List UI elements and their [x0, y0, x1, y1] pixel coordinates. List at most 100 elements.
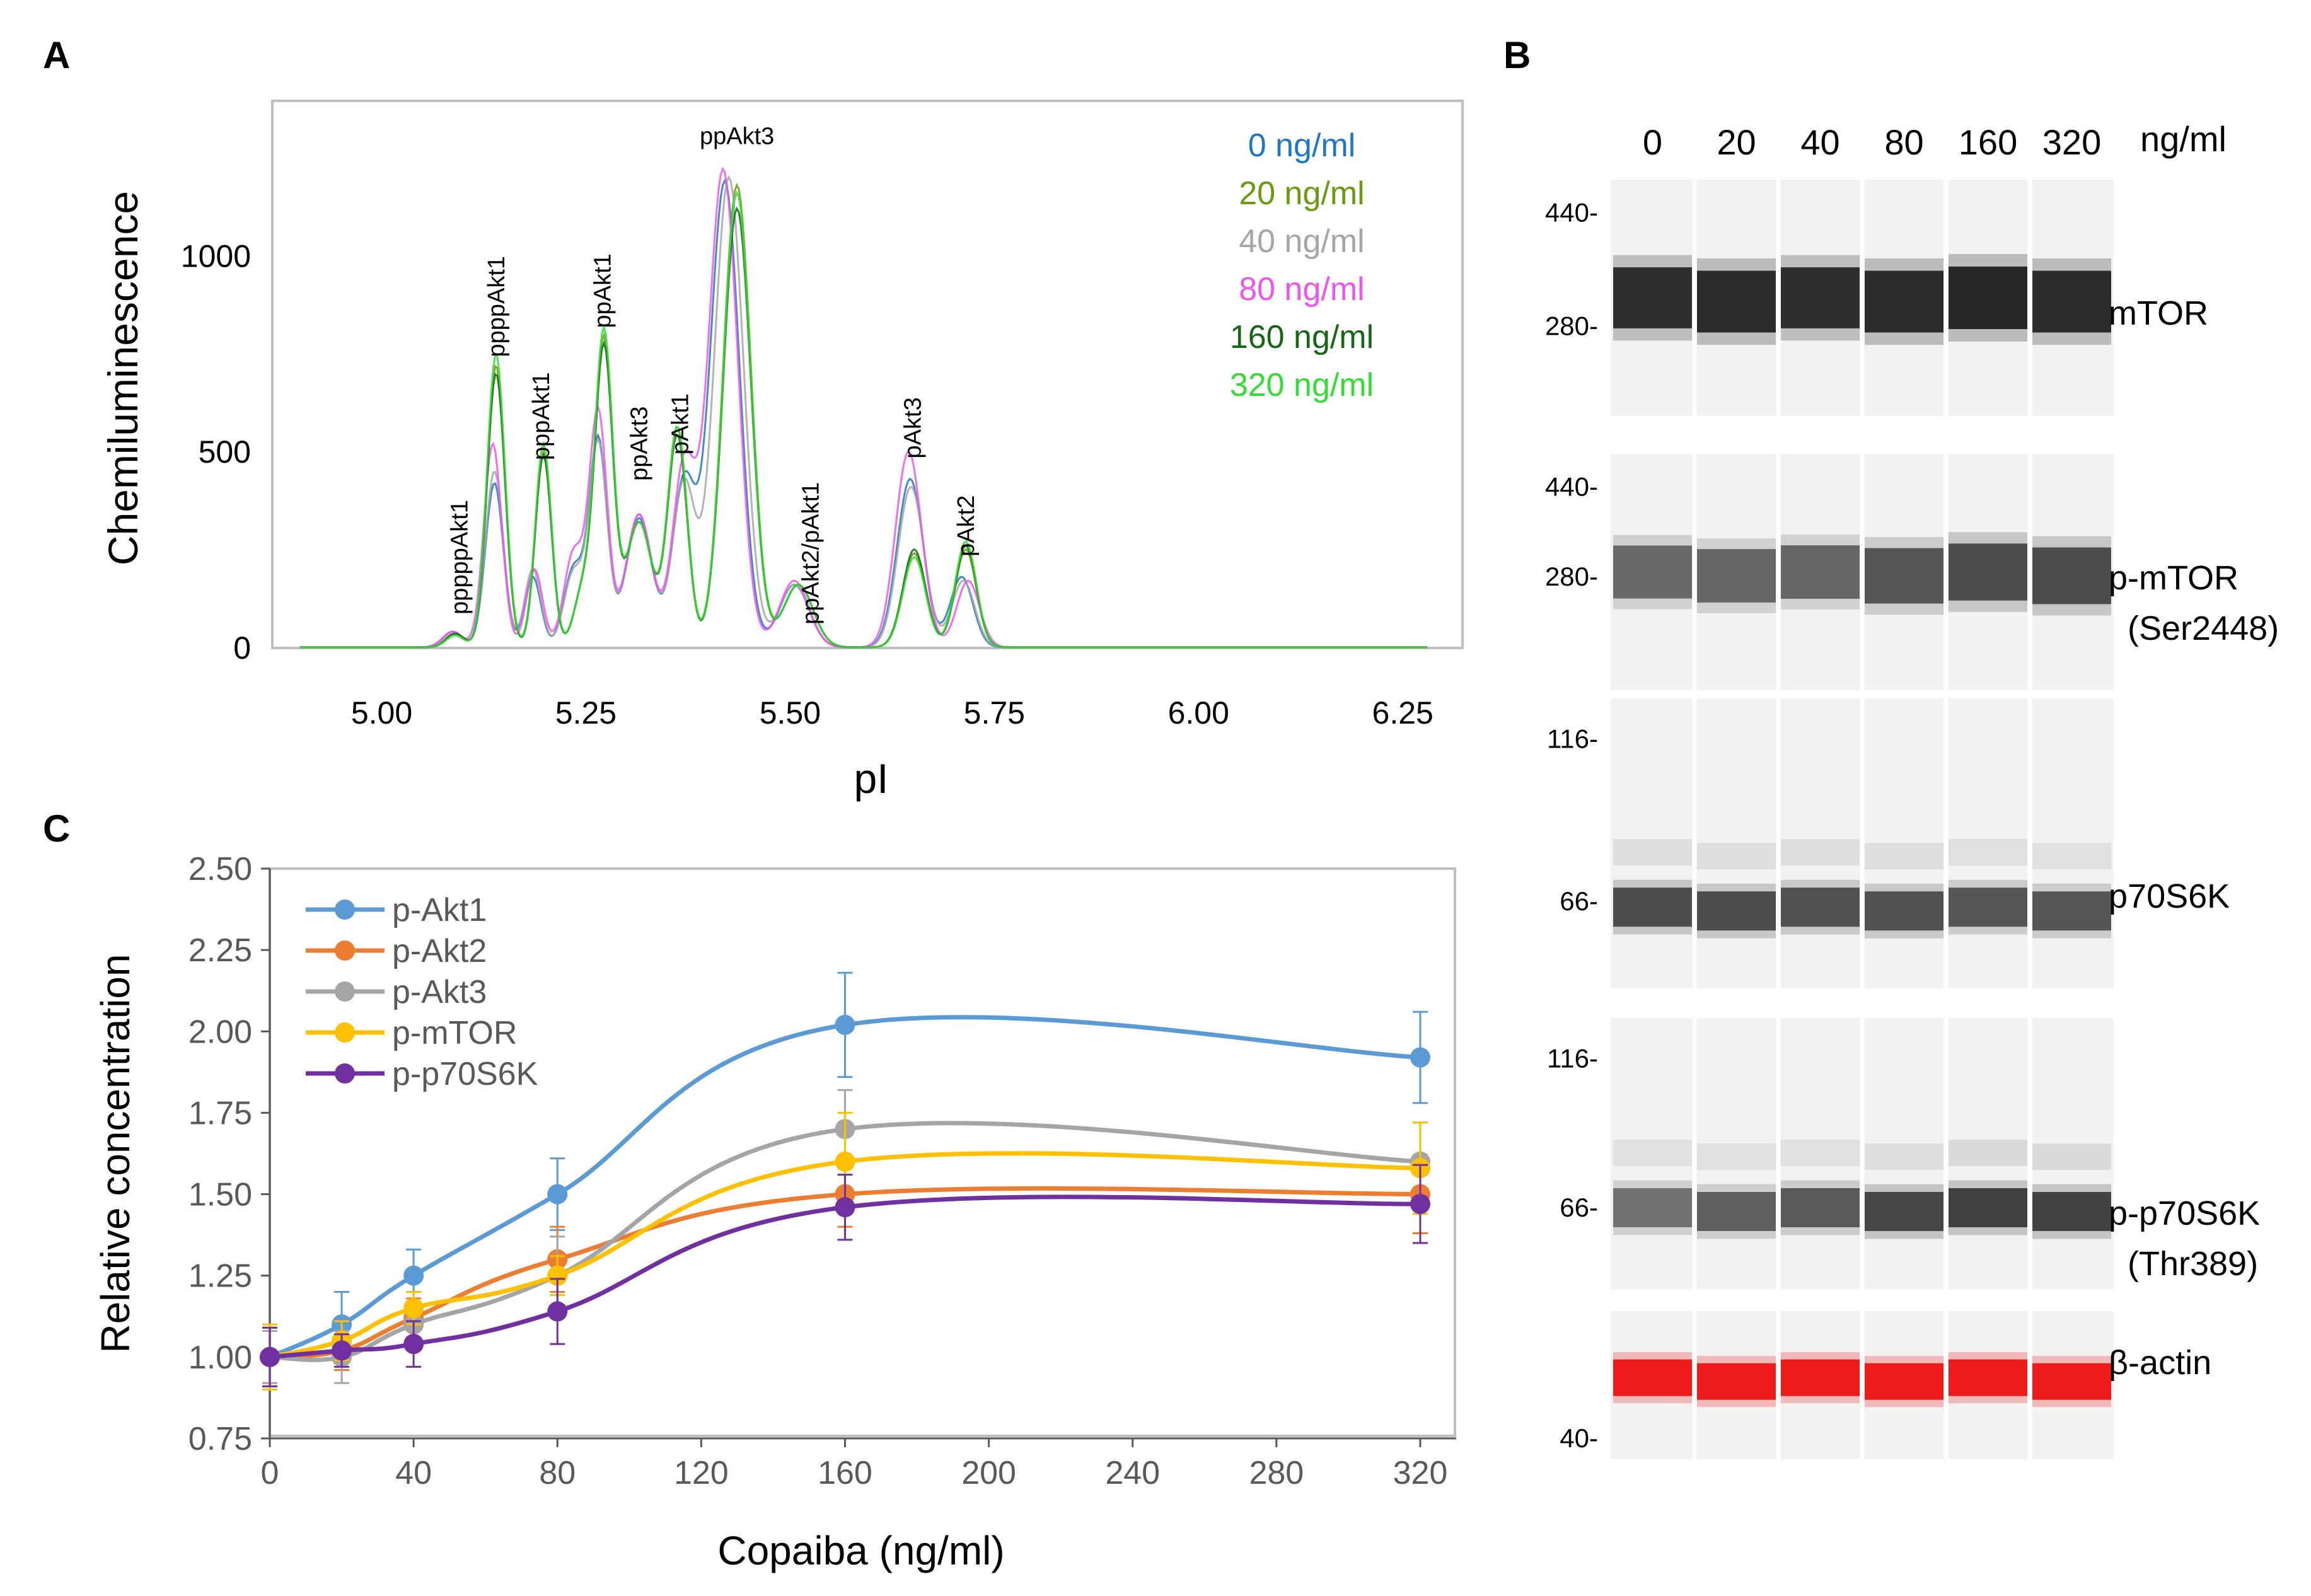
panel-a-letter: A — [43, 34, 70, 76]
panel-c-series-line — [269, 1151, 1421, 1360]
panel-b-blot-p-mTOR: 440- 280- p-mTOR (Ser2448) — [1545, 454, 2279, 690]
panel-c-xtick-label: 200 — [961, 1455, 1016, 1491]
panel-b-band-upper — [2032, 1143, 2111, 1170]
panel-b-blot-stack: 440- 280- mTOR 440- 280- p-mTOR (Ser2448) 116- 6… — [1545, 180, 2279, 1459]
panel-c-data-point — [547, 1301, 568, 1322]
panel-c-legend-label: p-Akt1 — [392, 892, 487, 928]
panel-b-mw-marker: 280- — [1545, 311, 1598, 341]
panel-a-peak-label: pAkt1 — [667, 393, 693, 454]
panel-b-band-upper — [2032, 843, 2111, 870]
panel-b-band-upper — [1781, 839, 1860, 866]
panel-a-xtick-label: 5.50 — [760, 695, 821, 731]
panel-c-series-p-p70S6K — [260, 1164, 1430, 1387]
panel-a-electropherogram: 5.00 5.25 5.50 5.75 6.00 6.25 0 500 1000 pppppAk… — [100, 100, 1464, 802]
panel-b-band-upper — [1697, 843, 1776, 870]
panel-b-band-upper — [1613, 839, 1692, 866]
panel-b-band-upper — [1865, 843, 1943, 870]
panel-c-xlabel: Copaiba (ng/ml) — [717, 1528, 1004, 1573]
panel-a-series-group — [299, 166, 1428, 649]
panel-c-data-point — [547, 1184, 568, 1205]
panel-b-band — [2032, 891, 2111, 931]
panel-b-band — [1865, 1363, 1943, 1400]
panel-a-annotations: pppppAkt1 ppppAkt1 pppAkt1 ppAkt1 ppAkt3 pAkt… — [447, 123, 980, 624]
panel-b-blot-p-p70S6K: 116- 66- p-p70S6K (Thr389) — [1547, 1018, 2260, 1289]
panel-b-band — [1781, 545, 1860, 599]
panel-b-band — [2032, 1363, 2111, 1400]
panel-b-western-blots: 0 20 40 80 160 320 ng/ml 440- 280- mTOR 440- 280- p… — [1545, 119, 2279, 1459]
panel-a-series-line — [299, 190, 1428, 649]
panel-c-xtick-label: 120 — [674, 1455, 729, 1491]
panel-a-legend-entry: 40 ng/ml — [1239, 223, 1364, 260]
panel-c-ytick-label: 1.75 — [188, 1095, 252, 1131]
panel-a-xtick-label: 5.25 — [555, 695, 617, 731]
panel-b-letter: B — [1503, 34, 1531, 76]
panel-c-legend-label: p-p70S6K — [392, 1056, 538, 1092]
panel-b-blot-mTOR: 440- 280- mTOR — [1545, 180, 2208, 416]
panel-b-lane-label: 160 — [1959, 122, 2017, 162]
panel-b-mw-marker: 440- — [1545, 198, 1598, 228]
panel-c-frame — [269, 867, 1456, 1437]
panel-a-peak-label: ppAkt3 — [700, 123, 774, 149]
panel-c-ytick-label: 2.25 — [188, 932, 252, 969]
panel-c-legend-marker — [335, 1063, 355, 1084]
panel-a-ytick-label: 500 — [199, 434, 251, 470]
panel-a-xtick-label: 5.00 — [351, 695, 412, 731]
panel-a-ylabel: Chemiluminescence — [100, 191, 146, 565]
panel-c-letter: C — [43, 807, 70, 850]
panel-c-ytick-label: 1.25 — [188, 1258, 252, 1295]
panel-b-band — [1613, 888, 1692, 927]
panel-c-series-line — [269, 1194, 1421, 1360]
panel-c-data-point — [260, 1346, 280, 1367]
panel-a-legend-entry: 160 ng/ml — [1230, 319, 1374, 356]
panel-a-ytick-label: 1000 — [181, 238, 251, 274]
panel-c-legend-label: p-Akt3 — [392, 974, 487, 1010]
panel-c-series-line — [269, 1015, 1421, 1360]
panel-b-mw-marker: 40- — [1560, 1423, 1598, 1453]
panel-c-data-point — [1410, 1194, 1430, 1215]
panel-b-band — [1613, 545, 1692, 599]
panel-b-mw-marker: 116- — [1547, 724, 1598, 753]
panel-b-blot-label: p-p70S6K — [2109, 1194, 2260, 1232]
panel-b-lane-label: 0 — [1643, 122, 1662, 162]
panel-a-legend-entry: 80 ng/ml — [1239, 271, 1364, 308]
panel-b-blot-label: p-mTOR — [2109, 559, 2239, 597]
panel-a-peak-label: ppAkt3 — [627, 407, 653, 481]
panel-b-lane-label: 20 — [1717, 122, 1756, 162]
panel-b-band — [2032, 270, 2111, 333]
panel-b-band — [1781, 267, 1860, 328]
panel-b-lane-header: 0 20 40 80 160 320 ng/ml — [1643, 119, 2227, 162]
panel-b-band-upper — [1949, 1140, 2027, 1166]
panel-b-band — [1865, 548, 1943, 604]
panel-c-legend-marker — [335, 1022, 355, 1043]
panel-b-band — [1697, 270, 1776, 333]
panel-b-blot-β-actin: 40- β-actin — [1560, 1311, 2211, 1459]
panel-a-peak-label: pAkt2 — [953, 495, 980, 557]
panel-a-legend-entry: 0 ng/ml — [1248, 127, 1356, 164]
panel-c-series-p-mTOR — [260, 1111, 1430, 1391]
panel-c-xtick-label: 280 — [1249, 1455, 1304, 1491]
panel-a-peak-label: pAkt3 — [900, 397, 927, 458]
panel-b-band — [1613, 1359, 1692, 1396]
panel-b-band — [1697, 549, 1776, 603]
panel-c-ytick-label: 2.00 — [188, 1014, 252, 1050]
panel-b-band-upper — [1781, 1140, 1860, 1166]
panel-c-data-point — [835, 1197, 855, 1218]
panel-b-lane-label: 80 — [1884, 122, 1923, 162]
panel-c-xtick-label: 160 — [818, 1455, 872, 1491]
panel-a-xlabel: pI — [854, 755, 888, 802]
panel-b-band — [1865, 270, 1943, 333]
panel-b-band — [1697, 891, 1776, 931]
panel-a-xtick-label: 5.75 — [964, 695, 1025, 731]
panel-b-band — [1949, 888, 2027, 927]
panel-b-band-upper — [1949, 839, 2027, 866]
panel-b-mw-marker: 116- — [1547, 1044, 1598, 1073]
panel-c-xtick-label: 240 — [1105, 1455, 1160, 1491]
panel-a-ticks: 5.00 5.25 5.50 5.75 6.00 6.25 0 500 1000 — [181, 238, 1434, 731]
panel-b-mw-marker: 66- — [1560, 1193, 1598, 1222]
panel-c-xtick-label: 0 — [261, 1455, 279, 1491]
panel-b-mw-marker: 280- — [1545, 562, 1598, 591]
panel-c-data-point — [547, 1265, 568, 1286]
panel-a-legend: 0 ng/ml 20 ng/ml 40 ng/ml 80 ng/ml 160 ng/ml… — [1230, 127, 1374, 403]
panel-c-legend-marker — [335, 940, 355, 961]
panel-b-band — [1865, 1192, 1943, 1231]
